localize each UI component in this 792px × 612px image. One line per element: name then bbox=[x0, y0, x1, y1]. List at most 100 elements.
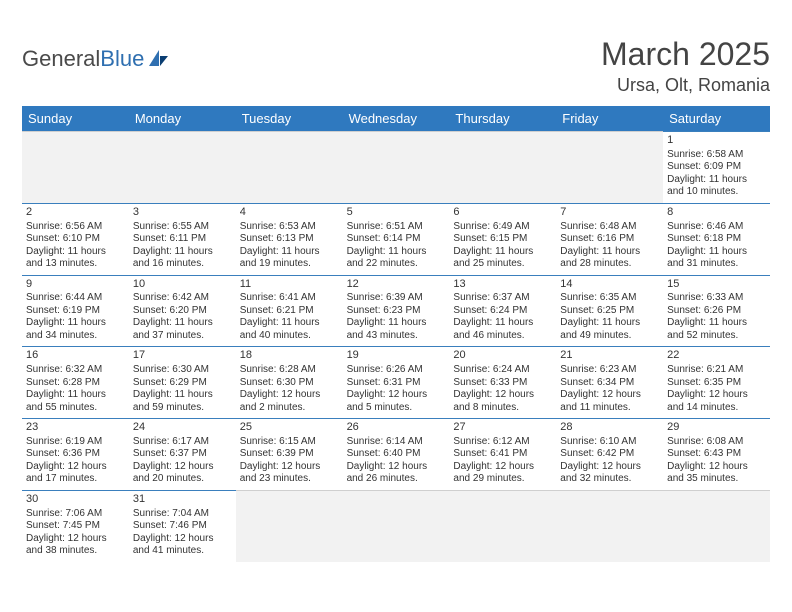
daylight-text: Daylight: 12 hours and 23 minutes. bbox=[240, 461, 339, 486]
sunset-text: Sunset: 6:11 PM bbox=[133, 233, 232, 246]
sunset-text: Sunset: 6:37 PM bbox=[133, 448, 232, 461]
calendar-cell: 25Sunrise: 6:15 AMSunset: 6:39 PMDayligh… bbox=[236, 418, 343, 490]
daylight-text: Daylight: 11 hours and 31 minutes. bbox=[667, 246, 766, 271]
logo: GeneralBlue bbox=[22, 46, 169, 72]
sunset-text: Sunset: 6:31 PM bbox=[347, 377, 446, 390]
sunset-text: Sunset: 6:34 PM bbox=[560, 377, 659, 390]
calendar-cell: 6Sunrise: 6:49 AMSunset: 6:15 PMDaylight… bbox=[449, 203, 556, 275]
calendar-cell: 4Sunrise: 6:53 AMSunset: 6:13 PMDaylight… bbox=[236, 203, 343, 275]
day-number: 23 bbox=[26, 421, 125, 435]
calendar-cell: 16Sunrise: 6:32 AMSunset: 6:28 PMDayligh… bbox=[22, 346, 129, 418]
sunset-text: Sunset: 6:35 PM bbox=[667, 377, 766, 390]
daylight-text: Daylight: 11 hours and 40 minutes. bbox=[240, 317, 339, 342]
sunset-text: Sunset: 6:42 PM bbox=[560, 448, 659, 461]
daylight-text: Daylight: 12 hours and 11 minutes. bbox=[560, 389, 659, 414]
sunset-text: Sunset: 6:16 PM bbox=[560, 233, 659, 246]
day-number: 26 bbox=[347, 421, 446, 435]
sunset-text: Sunset: 6:09 PM bbox=[667, 161, 766, 174]
daylight-text: Daylight: 11 hours and 25 minutes. bbox=[453, 246, 552, 271]
calendar-cell-blank bbox=[236, 131, 343, 203]
calendar-cell: 3Sunrise: 6:55 AMSunset: 6:11 PMDaylight… bbox=[129, 203, 236, 275]
daylight-text: Daylight: 11 hours and 52 minutes. bbox=[667, 317, 766, 342]
daylight-text: Daylight: 12 hours and 38 minutes. bbox=[26, 533, 125, 558]
sunset-text: Sunset: 6:40 PM bbox=[347, 448, 446, 461]
sunrise-text: Sunrise: 6:08 AM bbox=[667, 436, 766, 449]
day-number: 11 bbox=[240, 278, 339, 292]
calendar-cell: 18Sunrise: 6:28 AMSunset: 6:30 PMDayligh… bbox=[236, 346, 343, 418]
calendar-cell: 9Sunrise: 6:44 AMSunset: 6:19 PMDaylight… bbox=[22, 275, 129, 347]
daylight-text: Daylight: 11 hours and 28 minutes. bbox=[560, 246, 659, 271]
weekday-header: Thursday bbox=[449, 106, 556, 131]
day-number: 4 bbox=[240, 206, 339, 220]
calendar-cell: 19Sunrise: 6:26 AMSunset: 6:31 PMDayligh… bbox=[343, 346, 450, 418]
calendar-cell-blank bbox=[556, 490, 663, 562]
day-number: 9 bbox=[26, 278, 125, 292]
sunrise-text: Sunrise: 6:56 AM bbox=[26, 221, 125, 234]
sunrise-text: Sunrise: 6:51 AM bbox=[347, 221, 446, 234]
daylight-text: Daylight: 12 hours and 5 minutes. bbox=[347, 389, 446, 414]
month-title: March 2025 bbox=[601, 36, 770, 73]
sunset-text: Sunset: 6:21 PM bbox=[240, 305, 339, 318]
sunrise-text: Sunrise: 6:58 AM bbox=[667, 149, 766, 162]
sunrise-text: Sunrise: 6:42 AM bbox=[133, 292, 232, 305]
day-number: 15 bbox=[667, 278, 766, 292]
sail-icon bbox=[147, 48, 169, 68]
calendar-cell-blank bbox=[449, 131, 556, 203]
brand-part2: Blue bbox=[100, 46, 144, 72]
title-block: March 2025 Ursa, Olt, Romania bbox=[601, 18, 770, 96]
sunrise-text: Sunrise: 6:10 AM bbox=[560, 436, 659, 449]
day-number: 5 bbox=[347, 206, 446, 220]
sunset-text: Sunset: 6:28 PM bbox=[26, 377, 125, 390]
day-number: 31 bbox=[133, 493, 232, 507]
weekday-header: Sunday bbox=[22, 106, 129, 131]
sunset-text: Sunset: 6:14 PM bbox=[347, 233, 446, 246]
day-number: 16 bbox=[26, 349, 125, 363]
calendar-cell: 17Sunrise: 6:30 AMSunset: 6:29 PMDayligh… bbox=[129, 346, 236, 418]
sunrise-text: Sunrise: 6:12 AM bbox=[453, 436, 552, 449]
calendar-cell: 24Sunrise: 6:17 AMSunset: 6:37 PMDayligh… bbox=[129, 418, 236, 490]
sunset-text: Sunset: 6:29 PM bbox=[133, 377, 232, 390]
sunrise-text: Sunrise: 6:30 AM bbox=[133, 364, 232, 377]
calendar-cell-blank bbox=[343, 131, 450, 203]
day-number: 22 bbox=[667, 349, 766, 363]
header: GeneralBlue March 2025 Ursa, Olt, Romani… bbox=[22, 18, 770, 96]
calendar-cell: 11Sunrise: 6:41 AMSunset: 6:21 PMDayligh… bbox=[236, 275, 343, 347]
calendar-cell-blank bbox=[22, 131, 129, 203]
daylight-text: Daylight: 12 hours and 17 minutes. bbox=[26, 461, 125, 486]
calendar-cell-blank bbox=[129, 131, 236, 203]
day-number: 28 bbox=[560, 421, 659, 435]
sunset-text: Sunset: 6:20 PM bbox=[133, 305, 232, 318]
calendar-cell-blank bbox=[449, 490, 556, 562]
location: Ursa, Olt, Romania bbox=[601, 75, 770, 96]
daylight-text: Daylight: 12 hours and 41 minutes. bbox=[133, 533, 232, 558]
calendar-cell: 7Sunrise: 6:48 AMSunset: 6:16 PMDaylight… bbox=[556, 203, 663, 275]
calendar-cell: 8Sunrise: 6:46 AMSunset: 6:18 PMDaylight… bbox=[663, 203, 770, 275]
sunrise-text: Sunrise: 6:48 AM bbox=[560, 221, 659, 234]
sunrise-text: Sunrise: 6:41 AM bbox=[240, 292, 339, 305]
weekday-header: Monday bbox=[129, 106, 236, 131]
calendar-cell: 27Sunrise: 6:12 AMSunset: 6:41 PMDayligh… bbox=[449, 418, 556, 490]
sunrise-text: Sunrise: 6:49 AM bbox=[453, 221, 552, 234]
day-number: 29 bbox=[667, 421, 766, 435]
calendar-cell: 29Sunrise: 6:08 AMSunset: 6:43 PMDayligh… bbox=[663, 418, 770, 490]
sunrise-text: Sunrise: 6:26 AM bbox=[347, 364, 446, 377]
daylight-text: Daylight: 11 hours and 13 minutes. bbox=[26, 246, 125, 271]
daylight-text: Daylight: 11 hours and 43 minutes. bbox=[347, 317, 446, 342]
sunset-text: Sunset: 7:45 PM bbox=[26, 520, 125, 533]
calendar-cell: 5Sunrise: 6:51 AMSunset: 6:14 PMDaylight… bbox=[343, 203, 450, 275]
calendar-cell: 14Sunrise: 6:35 AMSunset: 6:25 PMDayligh… bbox=[556, 275, 663, 347]
daylight-text: Daylight: 11 hours and 46 minutes. bbox=[453, 317, 552, 342]
daylight-text: Daylight: 12 hours and 35 minutes. bbox=[667, 461, 766, 486]
daylight-text: Daylight: 12 hours and 32 minutes. bbox=[560, 461, 659, 486]
sunrise-text: Sunrise: 6:39 AM bbox=[347, 292, 446, 305]
sunrise-text: Sunrise: 6:24 AM bbox=[453, 364, 552, 377]
calendar-cell: 28Sunrise: 6:10 AMSunset: 6:42 PMDayligh… bbox=[556, 418, 663, 490]
calendar-cell-blank bbox=[556, 131, 663, 203]
sunset-text: Sunset: 6:10 PM bbox=[26, 233, 125, 246]
daylight-text: Daylight: 11 hours and 19 minutes. bbox=[240, 246, 339, 271]
daylight-text: Daylight: 11 hours and 49 minutes. bbox=[560, 317, 659, 342]
sunset-text: Sunset: 6:33 PM bbox=[453, 377, 552, 390]
day-number: 2 bbox=[26, 206, 125, 220]
day-number: 1 bbox=[667, 134, 766, 148]
daylight-text: Daylight: 12 hours and 29 minutes. bbox=[453, 461, 552, 486]
